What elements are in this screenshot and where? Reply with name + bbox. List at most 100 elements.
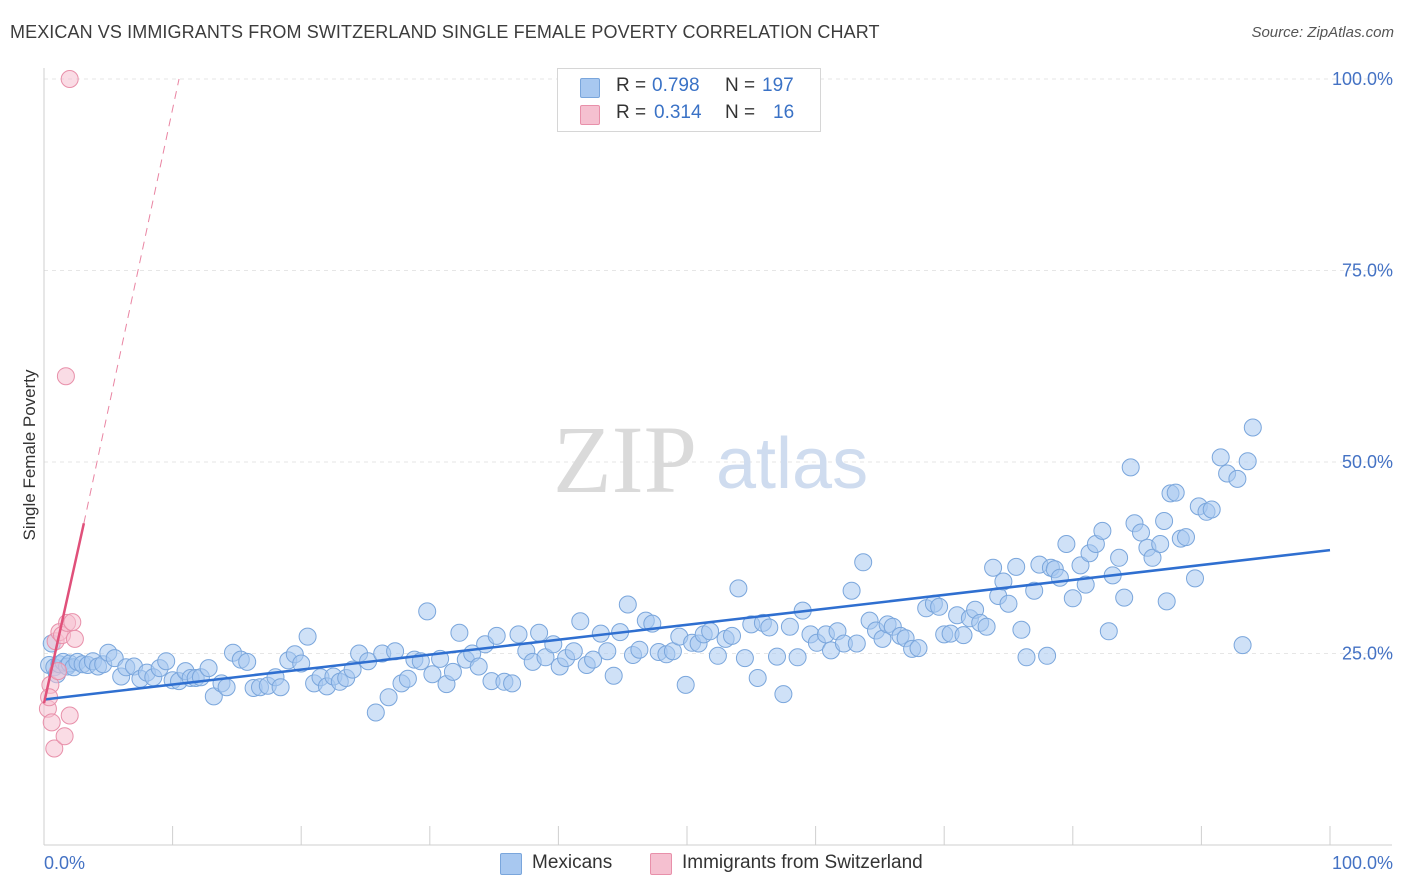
legend-swatch-pink — [580, 105, 600, 125]
point-mexicans — [1007, 557, 1026, 576]
point-mexicans — [994, 572, 1013, 591]
point-mexicans — [450, 623, 469, 642]
point-mexicans — [398, 669, 417, 688]
trend-lines — [42, 78, 1331, 704]
tick-labels: 25.0% 50.0% 75.0% 100.0% 0.0% 100.0% — [44, 69, 1393, 873]
point-mexicans — [1202, 500, 1221, 519]
point-mexicans — [366, 703, 385, 722]
y-tick-label: 50.0% — [1342, 452, 1393, 472]
point-mexicans — [1243, 418, 1262, 437]
point-mexicans — [604, 666, 623, 685]
point-mexicans — [1166, 483, 1185, 502]
point-mexicans — [157, 652, 176, 671]
point-mexicans — [729, 579, 748, 598]
legend-swatch-blue — [580, 78, 600, 98]
point-mexicans — [930, 597, 949, 616]
point-mexicans — [379, 688, 398, 707]
point-mexicans — [708, 646, 727, 665]
point-mexicans — [1186, 569, 1204, 588]
point-mexicans — [1121, 458, 1140, 477]
watermark: ZIP atlas — [553, 406, 868, 513]
point-mexicans — [1012, 620, 1031, 639]
point-mexicans — [584, 650, 603, 669]
series-legend: Mexicans Immigrants from Switzerland — [0, 852, 1406, 876]
axes — [43, 68, 1392, 846]
point-switzerland — [65, 629, 84, 648]
point-switzerland — [49, 662, 68, 681]
point-mexicans — [676, 675, 695, 694]
point-mexicans — [1211, 448, 1230, 467]
point-mexicans — [1099, 622, 1118, 641]
point-mexicans — [788, 648, 807, 667]
point-mexicans — [199, 659, 218, 678]
point-mexicans — [1093, 521, 1112, 540]
y-tick-label: 25.0% — [1342, 644, 1393, 664]
legend-n-value: 16 — [773, 102, 795, 123]
point-mexicans — [842, 581, 861, 600]
point-mexicans — [1238, 452, 1257, 471]
trend-line-switzerland-extended — [83, 78, 180, 524]
point-mexicans — [292, 654, 311, 673]
point-mexicans — [847, 634, 866, 653]
legend-swatch-blue — [500, 853, 522, 875]
point-mexicans — [630, 640, 649, 659]
point-mexicans — [1143, 548, 1162, 567]
legend-r-value: 0.798 — [652, 75, 700, 96]
trend-line-switzerland — [42, 523, 86, 704]
chart-title: MEXICAN VS IMMIGRANTS FROM SWITZERLAND S… — [10, 22, 880, 42]
point-mexicans — [780, 617, 799, 636]
point-mexicans — [909, 639, 928, 658]
point-mexicans — [509, 625, 528, 644]
point-mexicans — [748, 669, 767, 687]
point-mexicans — [735, 649, 754, 668]
point-mexicans — [854, 553, 873, 572]
point-switzerland — [60, 70, 79, 88]
legend-n-label: N = — [725, 102, 756, 123]
legend-swatch-pink — [650, 853, 672, 875]
point-mexicans — [1110, 548, 1129, 567]
y-tick-label: 75.0% — [1342, 261, 1393, 281]
point-mexicans — [598, 642, 617, 661]
point-mexicans — [999, 594, 1018, 613]
point-mexicans — [1228, 469, 1247, 488]
point-mexicans — [423, 665, 442, 684]
point-mexicans — [1050, 568, 1069, 587]
stats-legend: R = 0.798 N = 197 R = 0.314 N = 16 — [557, 68, 821, 132]
point-switzerland — [60, 706, 79, 725]
point-mexicans — [487, 626, 506, 645]
point-mexicans — [271, 678, 290, 697]
point-mexicans — [298, 627, 317, 646]
point-mexicans — [1155, 512, 1174, 530]
legend-r-value: 0.314 — [654, 102, 702, 123]
point-mexicans — [1038, 646, 1057, 665]
point-mexicans — [1076, 575, 1095, 594]
point-mexicans — [1132, 523, 1150, 542]
point-mexicans — [760, 618, 779, 637]
point-mexicans — [977, 617, 996, 636]
point-mexicans — [723, 626, 741, 645]
point-mexicans — [418, 602, 437, 621]
point-mexicans — [1115, 588, 1134, 607]
x-tick-label: 0.0% — [44, 853, 85, 873]
point-mexicans — [954, 626, 973, 645]
point-switzerland — [63, 613, 82, 632]
point-mexicans — [536, 648, 555, 667]
point-mexicans — [238, 652, 257, 671]
legend-label: Mexicans — [532, 852, 613, 873]
legend-r-label: R = — [616, 75, 647, 96]
point-mexicans — [443, 662, 462, 681]
point-mexicans — [768, 647, 786, 666]
point-mexicans — [544, 635, 563, 654]
trend-line-mexicans — [43, 548, 1331, 701]
point-switzerland — [56, 367, 75, 386]
point-mexicans — [1233, 636, 1252, 655]
legend-n-label: N = — [725, 75, 756, 96]
point-mexicans — [530, 623, 549, 642]
point-mexicans — [1063, 589, 1082, 608]
point-mexicans — [1157, 592, 1176, 611]
point-mexicans — [503, 674, 522, 693]
watermark-zip: ZIP — [553, 406, 697, 513]
point-switzerland — [45, 739, 64, 758]
legend-n-value: 197 — [762, 75, 794, 96]
